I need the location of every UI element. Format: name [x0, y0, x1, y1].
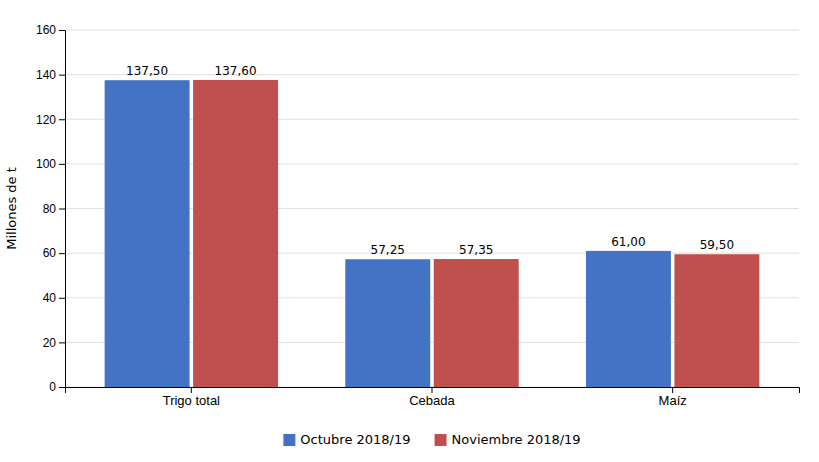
plot: 0 20 40 60 80 100 120 140 160 Trigo total Cebada Ma…	[4, 23, 800, 408]
x-tick-label: Maíz	[659, 393, 687, 408]
x-tick: Maíz	[659, 387, 687, 408]
chart: 0 20 40 60 80 100 120 140 160 Trigo total Cebada Ma…	[0, 0, 819, 462]
legend: Octubre 2018/19 Noviembre 2018/19	[283, 432, 580, 447]
x-axis: Trigo total Cebada Maíz	[66, 387, 800, 408]
y-axis-line	[59, 31, 66, 388]
data-label: 137,60	[215, 64, 257, 78]
data-label: 59,50	[700, 238, 734, 252]
x-tick-mark	[432, 387, 433, 393]
y-tick: 120	[36, 113, 65, 127]
legend-item: Octubre 2018/19	[283, 432, 410, 447]
bar	[105, 80, 190, 387]
y-tick-label: 40	[43, 291, 57, 305]
y-tick: 80	[43, 202, 65, 216]
y-axis-title: Millones de t	[4, 167, 19, 250]
y-tick-mark	[59, 342, 65, 343]
y-tick-mark	[59, 164, 65, 165]
y-tick-mark	[59, 119, 65, 120]
y-tick-label: 140	[36, 68, 56, 82]
y-tick: 160	[36, 23, 65, 37]
y-tick-mark	[59, 298, 65, 299]
x-tick-mark	[672, 387, 673, 393]
x-tick-mark	[191, 387, 192, 393]
y-tick-label: 20	[43, 336, 57, 350]
data-label: 57,25	[371, 243, 405, 257]
bar	[193, 80, 278, 387]
y-tick: 60	[43, 246, 65, 260]
y-tick-label: 100	[36, 157, 56, 171]
y-tick-mark	[59, 387, 65, 388]
y-tick-label: 120	[36, 113, 56, 127]
bar	[674, 254, 759, 387]
bar	[586, 251, 671, 387]
y-axis: 0 20 40 60 80 100 120 140 160	[36, 23, 66, 394]
y-tick: 40	[43, 291, 65, 305]
data-label: 57,35	[459, 243, 493, 257]
x-axis-line	[66, 388, 800, 394]
y-tick-label: 160	[36, 23, 56, 37]
legend-item: Noviembre 2018/19	[435, 432, 581, 447]
legend-swatch	[435, 434, 447, 446]
x-tick: Trigo total	[163, 387, 220, 408]
data-label: 137,50	[126, 64, 168, 78]
bar	[345, 259, 430, 387]
y-tick: 20	[43, 336, 65, 350]
y-tick-label: 80	[43, 202, 57, 216]
y-tick-mark	[59, 253, 65, 254]
y-tick: 140	[36, 68, 65, 82]
grid	[65, 30, 799, 387]
grid-line	[65, 74, 799, 75]
y-tick-mark	[59, 75, 65, 76]
legend-label: Noviembre 2018/19	[452, 432, 581, 447]
y-tick-mark	[59, 30, 65, 31]
y-tick: 0	[49, 380, 65, 394]
y-tick-label: 0	[49, 380, 56, 394]
x-tick-label: Trigo total	[163, 393, 220, 408]
data-label: 61,00	[611, 235, 645, 249]
grid-line	[65, 30, 799, 31]
x-tick-label: Cebada	[409, 393, 455, 408]
legend-swatch	[283, 434, 295, 446]
y-tick-label: 60	[43, 246, 57, 260]
y-tick-mark	[59, 209, 65, 210]
data-labels: 137,50 57,25 61,00 137,60 57,35 59,50	[126, 64, 734, 257]
y-tick: 100	[36, 157, 65, 171]
bar	[434, 259, 519, 387]
legend-label: Octubre 2018/19	[300, 432, 410, 447]
x-tick: Cebada	[409, 387, 455, 408]
bars	[105, 80, 760, 387]
